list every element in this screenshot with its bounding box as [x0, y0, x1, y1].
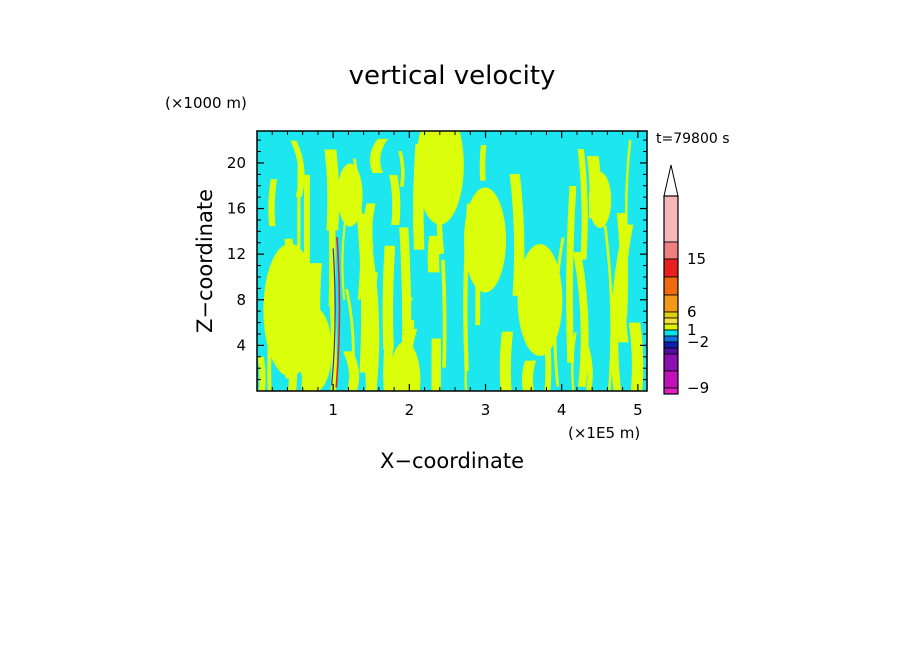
colorbar-label: −2 [687, 333, 709, 351]
x-tick-label: 3 [481, 401, 491, 419]
updraft-streak [571, 332, 577, 391]
updraft-streak [553, 237, 565, 387]
colorbar-swatch [663, 258, 679, 278]
colorbar-label: 1 [687, 321, 697, 339]
velocity-field [257, 131, 644, 391]
updraft-streak [341, 204, 349, 301]
y-axis: 4 8 12 16 20 [227, 139, 647, 381]
colorbar-swatch [663, 311, 679, 319]
colorbar-swatch [663, 323, 679, 331]
updraft-streak [566, 185, 577, 363]
updraft-streak [628, 322, 644, 391]
updraft-streak [342, 351, 360, 391]
updraft-streak [398, 151, 405, 187]
colorbar-swatch [663, 329, 679, 337]
updraft-streak [290, 140, 305, 197]
chart-title: vertical velocity [349, 61, 556, 91]
downdraft-core-line [331, 248, 336, 386]
x-unit-label: (×1E5 m) [568, 424, 640, 442]
x-tick-label: 5 [633, 401, 643, 419]
updraft-blob [517, 244, 563, 356]
y-tick-label: 16 [227, 200, 246, 218]
updraft-streak [345, 289, 355, 391]
updraft-streak [360, 242, 380, 391]
updraft-streak [427, 235, 441, 273]
updraft-blob [588, 172, 612, 228]
y-tick-label: 8 [236, 291, 246, 309]
updraft-streak [521, 360, 537, 391]
colorbar-swatch [663, 276, 679, 296]
y-unit-label: (×1000 m) [165, 94, 247, 112]
colorbar-swatch [663, 387, 679, 395]
colorbar-extend-arrow [663, 164, 679, 197]
updraft-streak [509, 174, 525, 296]
x-axis-label: X−coordinate [380, 449, 524, 473]
updraft-streak [573, 252, 589, 387]
updraft-streak [268, 179, 278, 227]
updraft-blob [298, 308, 332, 391]
colorbar-frame [663, 195, 679, 395]
colorbar-swatch [663, 195, 679, 243]
updraft-streak [257, 356, 266, 391]
updraft-blob [416, 131, 464, 225]
colorbar-swatch [663, 241, 679, 260]
colorbar-swatch [663, 370, 679, 389]
colorbar-label: 15 [687, 250, 706, 268]
updraft-blob [389, 341, 421, 391]
updraft-streak [356, 213, 369, 373]
updraft-streak [603, 225, 614, 391]
updraft-blob [464, 187, 506, 293]
y-tick-label: 20 [227, 154, 246, 172]
updraft-streak [382, 245, 396, 350]
updraft-streak [412, 193, 425, 240]
colorbar: 15 61−2 −9 [663, 164, 709, 397]
y-tick-label: 4 [236, 336, 246, 354]
colorbar-label: 6 [687, 303, 697, 321]
x-tick-label: 1 [328, 401, 338, 419]
colorbar-swatch [663, 341, 679, 349]
y-tick-label: 12 [227, 245, 246, 263]
colorbar-swatch [663, 294, 679, 313]
updraft-streak [479, 145, 487, 181]
y-axis-label: Z−coordinate [193, 189, 217, 333]
updraft-streak [583, 346, 593, 391]
updraft-blob [337, 163, 363, 227]
colorbar-swatch [663, 353, 679, 372]
updraft-streak [441, 259, 447, 368]
time-label: t=79800 s [656, 131, 730, 147]
updraft-streak [369, 138, 388, 173]
plot-frame [256, 130, 648, 392]
updraft-streak [577, 149, 588, 260]
colorbar-label: −9 [687, 379, 709, 397]
updraft-streak [330, 203, 337, 263]
updraft-streak [610, 248, 627, 391]
updraft-streak [431, 338, 441, 391]
x-tick-label: 2 [405, 401, 415, 419]
x-axis: 1 2 3 4 5 [271, 131, 643, 419]
colorbar-swatch [663, 317, 679, 325]
x-tick-label: 4 [557, 401, 567, 419]
plot-area [256, 130, 648, 392]
updraft-streak [624, 140, 632, 256]
colorbar-swatch [663, 335, 679, 343]
colorbar-swatch [663, 347, 679, 355]
updraft-streak [389, 174, 401, 225]
updraft-core-line [335, 236, 341, 388]
updraft-streak [499, 331, 514, 391]
